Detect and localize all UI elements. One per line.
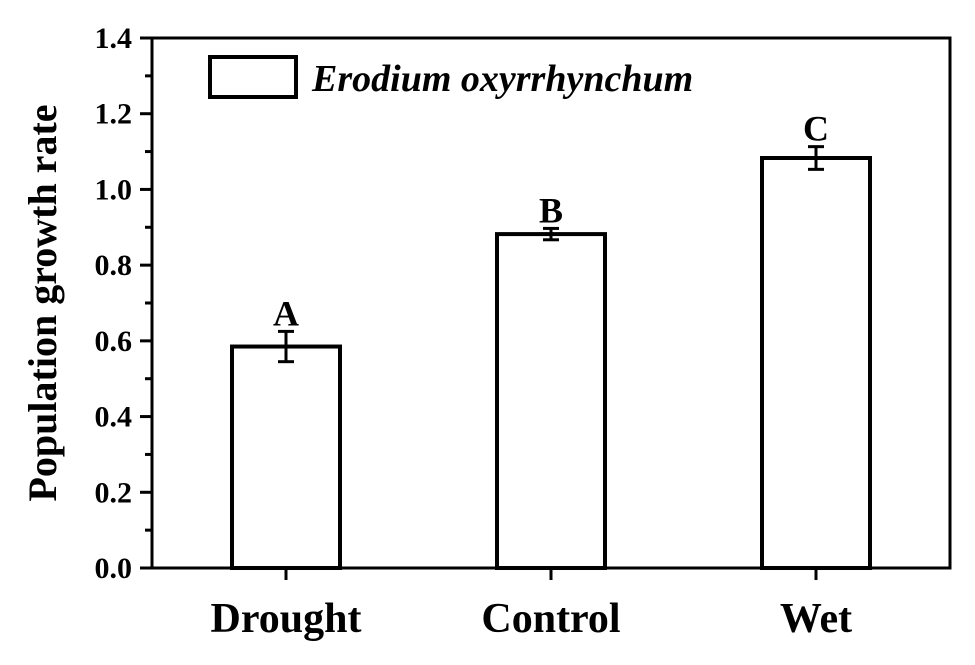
x-tick-label: Drought bbox=[211, 596, 362, 642]
y-tick-label: 0.6 bbox=[95, 325, 133, 358]
significance-label: C bbox=[803, 109, 829, 149]
y-tick-label: 1.0 bbox=[95, 173, 133, 206]
y-tick-label: 0.4 bbox=[95, 401, 133, 434]
y-tick-label: 1.4 bbox=[95, 22, 133, 55]
bar-wet bbox=[760, 156, 872, 570]
bar-drought bbox=[230, 344, 342, 570]
y-axis-title: Population growth rate bbox=[20, 104, 65, 501]
bar-control bbox=[495, 232, 607, 570]
plot-area: A B C bbox=[230, 109, 872, 570]
x-axis: Drought Control Wet bbox=[211, 568, 852, 642]
y-axis: 0.0 0.2 0.4 0.6 0.8 1.0 1.2 1.4 bbox=[95, 22, 152, 585]
significance-label: B bbox=[539, 190, 563, 230]
y-tick-label: 0.0 bbox=[95, 552, 133, 585]
y-tick-label: 1.2 bbox=[95, 98, 133, 131]
y-tick-label: 0.8 bbox=[95, 249, 133, 282]
x-tick-label: Wet bbox=[780, 596, 852, 642]
significance-label: A bbox=[273, 293, 299, 333]
legend: Erodium oxyrrhynchum bbox=[208, 55, 693, 100]
legend-swatch bbox=[208, 55, 298, 99]
x-tick-label: Control bbox=[481, 596, 620, 642]
legend-label: Erodium oxyrrhynchum bbox=[311, 58, 693, 100]
y-tick-label: 0.2 bbox=[95, 476, 133, 509]
